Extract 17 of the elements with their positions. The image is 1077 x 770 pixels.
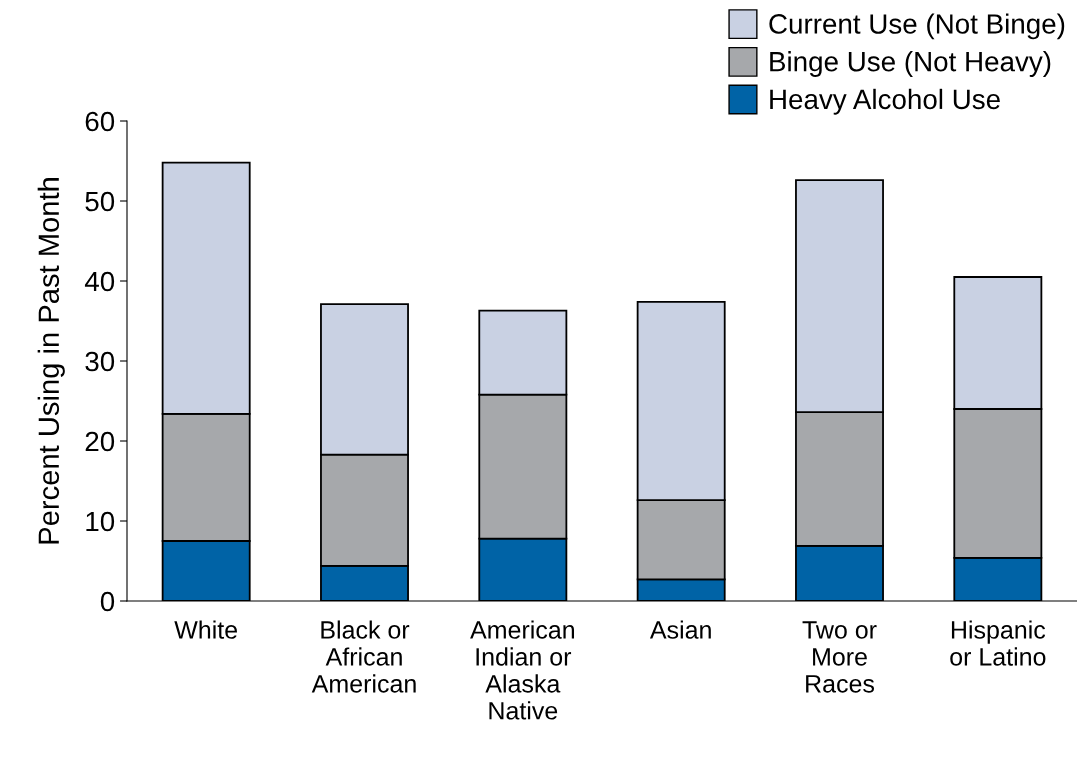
y-tick-label: 40 [84,271,115,292]
x-tick-label: Black or African American [311,620,416,693]
legend-label: Binge Use (Not Heavy) [770,51,1051,77]
y-tick-label: 50 [85,191,115,212]
y-tick-label: 60 [85,111,115,132]
x-tick-label: White [174,620,238,639]
legend-label: Heavy Alcohol Use [770,88,1000,115]
legend-label: Current Use (Not Binge) [769,13,1065,40]
y-axis-title: Percent Using in Past Month [37,178,65,544]
y-tick-label: 30 [85,351,115,372]
y-tick-label: 10 [86,511,115,532]
x-tick-label: Asian [649,620,711,639]
y-tick-label: 0 [100,591,115,612]
y-tick-label: 20 [85,431,115,452]
x-tick-label: American Indian or Alaska Native [470,620,575,720]
x-tick-label: Two or More Races [802,621,877,693]
x-tick-label: Hispanic or Latino [950,620,1046,666]
